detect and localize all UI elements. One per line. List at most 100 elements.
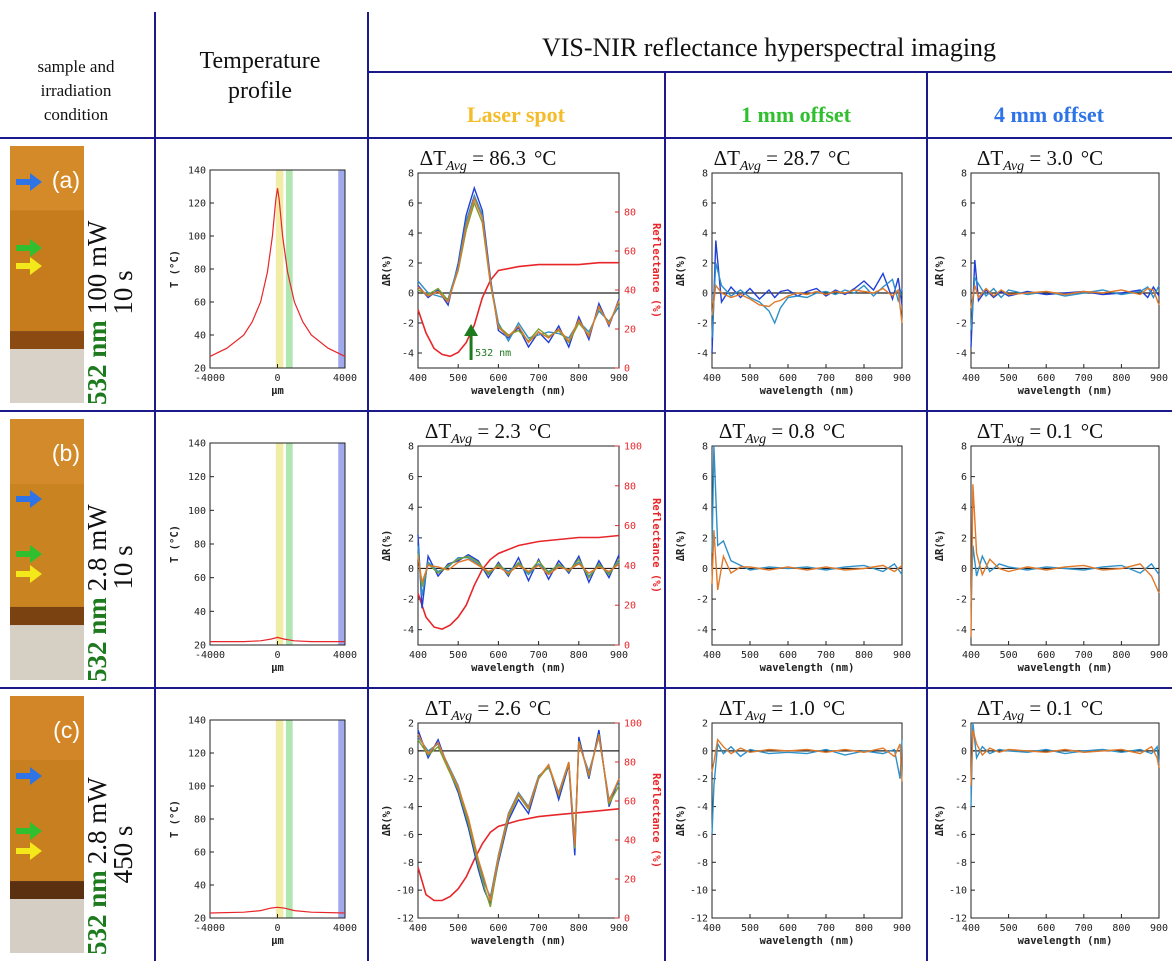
delta-t-eq: = [1024, 419, 1046, 443]
arrow-1mm-icon [16, 239, 42, 257]
condition-label: 532 nm 2.8 mW [82, 777, 112, 955]
x-tick-label: 800 [570, 650, 588, 661]
y2-tick-label: 0 [624, 364, 630, 375]
series-line-1 [711, 530, 903, 591]
temperature-line [209, 188, 346, 357]
series-line-2 [417, 200, 620, 344]
y-tick-label: -8 [402, 858, 414, 869]
delta-t-sub: Avg [450, 709, 472, 724]
delta-t-unit: °C [1081, 146, 1103, 170]
y-tick-label: -2 [955, 595, 967, 606]
y-tick-label: 0 [961, 289, 967, 300]
x-axis-label: μm [271, 935, 284, 947]
delta-t-sub: Avg [1002, 709, 1024, 724]
x-axis-label: wavelength (nm) [1018, 662, 1113, 674]
delta-t-eq: = [472, 419, 494, 443]
condition-label: 532 nm 2.8 mW [82, 504, 112, 682]
y2-axis-label: Reflectance (%) [650, 773, 662, 868]
condition-power: 2.8 mW [82, 777, 112, 865]
delta-t-sub: Avg [744, 709, 766, 724]
x-tick-label: 700 [1075, 923, 1093, 934]
delta-t-unit: °C [529, 696, 551, 720]
delta-t-value: 0.1 [1047, 419, 1073, 443]
series-line-1 [417, 193, 620, 343]
y-tick-label: 2 [702, 719, 708, 730]
x-tick-label: 900 [610, 373, 628, 384]
y-tick-label: 4 [702, 229, 708, 240]
x-tick-label: 0 [274, 373, 280, 384]
x-tick-label: 0 [274, 650, 280, 661]
y2-tick-label: 20 [624, 875, 636, 886]
x-tick-label: 400 [409, 373, 427, 384]
y-axis-label: ΔR(%) [381, 255, 393, 287]
delta-t-sub: Avg [445, 159, 467, 174]
y-tick-label: 40 [194, 331, 206, 342]
x-tick-label: 900 [1150, 923, 1168, 934]
y-tick-label: 140 [188, 716, 206, 727]
series-line-0 [970, 259, 1160, 348]
delta-t-value: 0.8 [789, 419, 815, 443]
delta-t-prefix: ΔT [425, 419, 452, 443]
y-axis-label: ΔR(%) [934, 255, 946, 287]
y-tick-label: 40 [194, 607, 206, 618]
y-tick-label: 120 [188, 472, 206, 483]
delta-t-prefix: ΔT [977, 696, 1004, 720]
x-tick-label: 700 [817, 650, 835, 661]
x-tick-label: 700 [1075, 373, 1093, 384]
y-axis-label: ΔR(%) [675, 805, 687, 837]
band-4mm-offset [338, 443, 345, 645]
x-tick-label: 400 [703, 373, 721, 384]
y-tick-label: 0 [702, 289, 708, 300]
y-tick-label: 8 [961, 442, 967, 453]
x-tick-label: 500 [741, 373, 759, 384]
series-line-1 [970, 275, 1160, 331]
y-tick-label: -12 [949, 914, 967, 925]
plot-frame [970, 722, 1160, 919]
header-temperature-line2: profile [228, 78, 292, 104]
y2-tick-label: 40 [624, 561, 636, 572]
y2-tick-label: 80 [624, 208, 636, 219]
y-tick-label: 0 [408, 289, 414, 300]
temperature-line [209, 906, 346, 914]
delta-t-unit: °C [529, 419, 551, 443]
x-tick-label: 500 [449, 650, 467, 661]
band-laser-spot [275, 170, 284, 368]
sample-image-mid [10, 210, 84, 332]
y-tick-label: 8 [702, 169, 708, 180]
series-line-1 [417, 736, 620, 900]
y-tick-label: 2 [702, 259, 708, 270]
x-tick-label: 4000 [333, 923, 357, 934]
y-tick-label: -4 [696, 349, 708, 360]
delta-t-unit: °C [1081, 419, 1103, 443]
x-tick-label: 900 [610, 650, 628, 661]
delta-t-label: ΔTAvg = 1.0 °C [719, 696, 845, 724]
delta-t-label: ΔTAvg = 2.6 °C [425, 696, 551, 724]
y-tick-label: 2 [702, 533, 708, 544]
x-tick-label: 500 [449, 373, 467, 384]
x-tick-label: 400 [409, 650, 427, 661]
delta-t-sub: Avg [1002, 432, 1024, 447]
x-tick-label: 800 [855, 373, 873, 384]
x-tick-label: 900 [610, 923, 628, 934]
condition-power: 100 mW [82, 220, 112, 314]
delta-t-sub: Avg [744, 432, 766, 447]
x-tick-label: -4000 [195, 923, 225, 934]
band-1mm-offset [285, 170, 293, 368]
y2-tick-label: 40 [624, 286, 636, 297]
y2-tick-label: 80 [624, 481, 636, 492]
y-tick-label: 0 [408, 746, 414, 757]
y2-tick-label: 20 [624, 325, 636, 336]
condition-label: 532 nm 100 mW [82, 220, 112, 405]
y-tick-label: 6 [408, 199, 414, 210]
y-tick-label: 100 [188, 232, 206, 243]
band-laser-spot [275, 443, 284, 645]
y-tick-label: 80 [194, 540, 206, 551]
temperature-line [210, 636, 345, 643]
x-tick-label: 4000 [333, 650, 357, 661]
y-tick-label: -4 [955, 625, 967, 636]
delta-t-label: ΔTAvg = 0.1 °C [977, 696, 1103, 724]
series-line-0 [970, 545, 1160, 607]
y-tick-label: -8 [955, 858, 967, 869]
delta-t-prefix: ΔT [420, 146, 447, 170]
